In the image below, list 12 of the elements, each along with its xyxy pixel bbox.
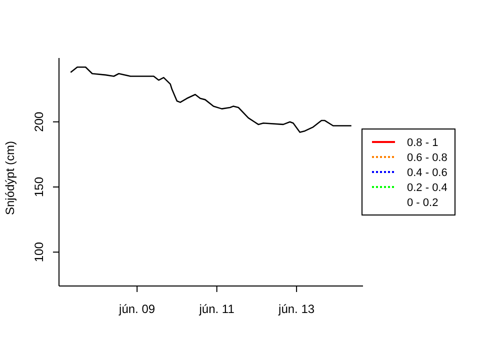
x-tick-label: jún. 09 bbox=[118, 302, 156, 316]
y-tick-label: 100 bbox=[32, 242, 46, 262]
y-tick-label: 150 bbox=[32, 176, 46, 197]
legend-label: 0.8 - 1 bbox=[407, 137, 438, 149]
y-tick-label: 200 bbox=[32, 112, 46, 132]
x-tick-label: jún. 13 bbox=[278, 302, 315, 316]
x-tick-label: jún. 11 bbox=[198, 302, 235, 316]
legend-label: 0.2 - 0.4 bbox=[407, 182, 448, 194]
legend-label: 0.6 - 0.8 bbox=[407, 152, 448, 164]
legend-label: 0.4 - 0.6 bbox=[407, 167, 448, 179]
text: 0 - 0.2 bbox=[407, 197, 438, 209]
y-axis-title: Snjódýpt (cm) bbox=[3, 140, 17, 216]
